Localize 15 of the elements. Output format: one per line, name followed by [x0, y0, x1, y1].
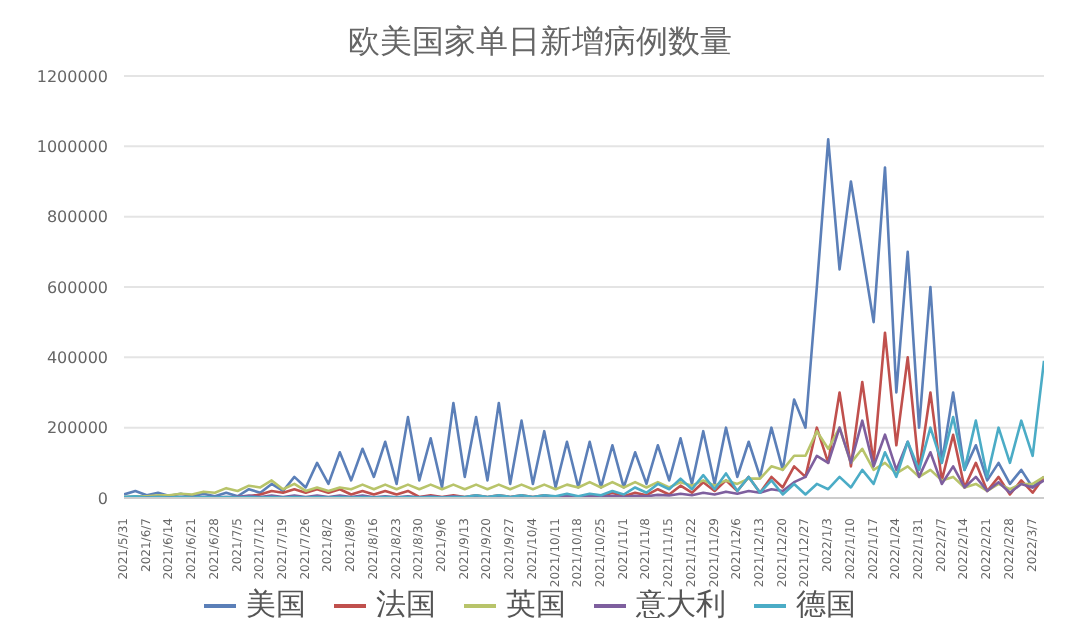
- y-tick-label: 400000: [46, 349, 108, 368]
- legend-label: 英国: [506, 586, 566, 624]
- legend-label: 法国: [376, 586, 436, 624]
- y-tick-label: 0: [97, 489, 108, 508]
- legend-label: 美国: [246, 586, 306, 624]
- y-tick-label: 1200000: [36, 67, 108, 86]
- y-tick-label: 600000: [46, 278, 108, 297]
- y-tick-label: 200000: [46, 419, 108, 438]
- y-tick-label: 800000: [46, 208, 108, 227]
- legend-label: 意大利: [636, 586, 726, 624]
- chart-title: 欧美国家单日新增病例数量: [346, 20, 734, 64]
- line-series: [124, 359, 1044, 498]
- line-series: [124, 138, 1044, 498]
- y-tick-label: 1000000: [36, 138, 108, 157]
- legend-label: 德国: [796, 586, 856, 624]
